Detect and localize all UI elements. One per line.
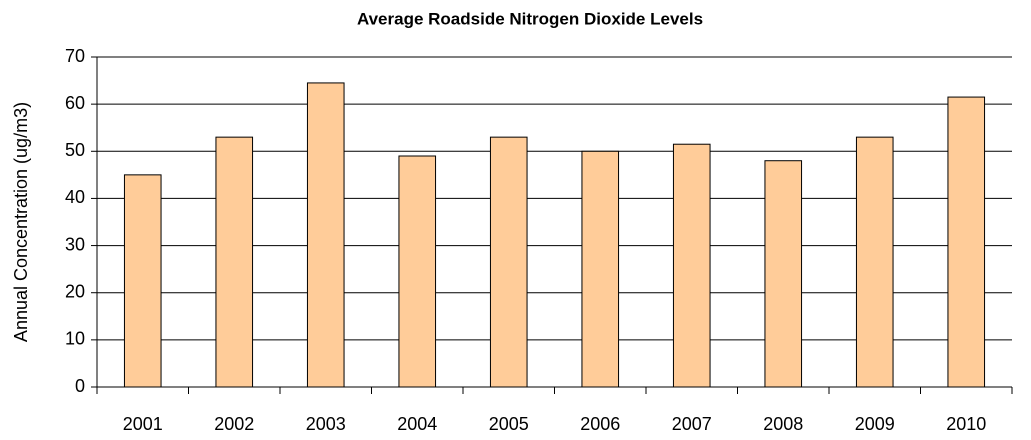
x-tick-label: 2006 <box>580 414 620 434</box>
x-tick-label: 2002 <box>214 414 254 434</box>
y-tick-label: 30 <box>65 234 85 254</box>
y-axis-label: Annual Concentration (ug/m3) <box>11 102 31 342</box>
bar <box>581 150 620 388</box>
bar <box>215 136 254 388</box>
x-tick-label: 2004 <box>397 414 437 434</box>
x-tick-label: 2005 <box>489 414 529 434</box>
bar <box>672 143 711 388</box>
y-tick-label: 20 <box>65 281 85 301</box>
bar <box>306 82 345 388</box>
x-tick-label: 2003 <box>306 414 346 434</box>
chart-title: Average Roadside Nitrogen Dioxide Levels <box>357 9 703 28</box>
bar <box>489 136 528 388</box>
x-tick-label: 2007 <box>672 414 712 434</box>
y-tick-label: 10 <box>65 329 85 349</box>
y-tick-label: 0 <box>75 376 85 396</box>
y-tick-label: 50 <box>65 140 85 160</box>
x-tick-label: 2008 <box>763 414 803 434</box>
bar <box>123 174 162 388</box>
y-tick-label: 70 <box>65 46 85 66</box>
bar <box>398 155 437 388</box>
x-tick-label: 2001 <box>123 414 163 434</box>
bar <box>764 160 803 388</box>
bar <box>947 96 986 388</box>
x-tick-label: 2010 <box>946 414 986 434</box>
y-tick-label: 40 <box>65 187 85 207</box>
y-tick-label: 60 <box>65 93 85 113</box>
x-tick-label: 2009 <box>855 414 895 434</box>
bar <box>855 136 894 388</box>
